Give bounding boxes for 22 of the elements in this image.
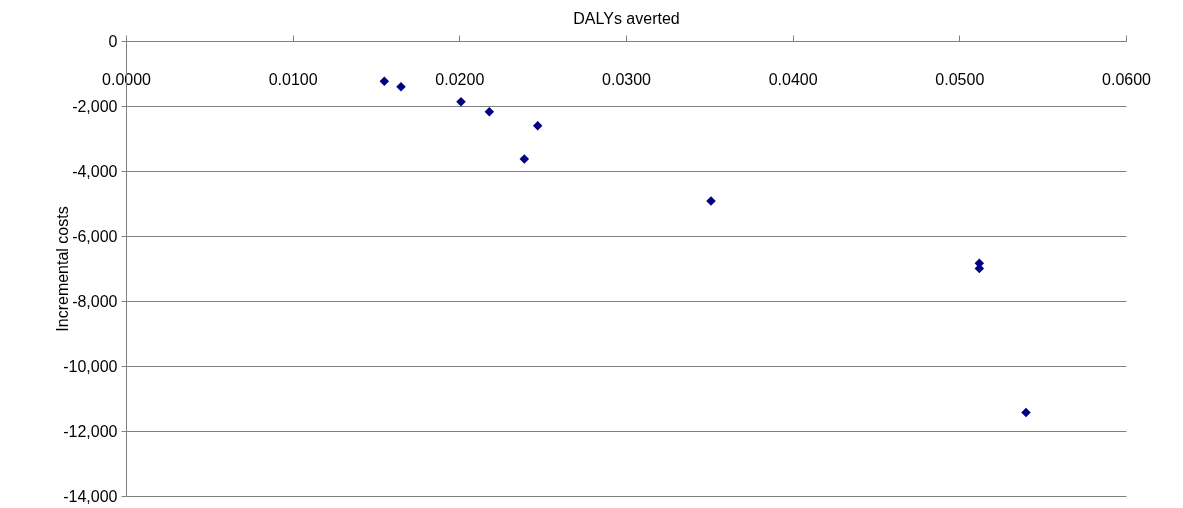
y-tick-label: -8,000 (72, 292, 118, 310)
x-tick-label: 0.0000 (102, 70, 152, 88)
point (379, 76, 390, 87)
x-tick-label: 0.0100 (268, 70, 318, 88)
x-tick-label: 0.0200 (435, 70, 485, 88)
point (532, 121, 543, 131)
y-tick-label: -2,000 (72, 97, 118, 115)
x-tick-label: 0.0600 (1102, 70, 1152, 88)
y-tick-label: -14,000 (63, 487, 118, 505)
x-tick-label: 0.0400 (768, 70, 818, 88)
y-tick-label: 0 (108, 32, 118, 50)
point (1021, 407, 1031, 418)
x-tick-label: 0.0300 (602, 70, 652, 88)
x-tick-label: 0.0500 (935, 70, 985, 88)
y-tick-label: -4,000 (72, 162, 118, 180)
y-axis-title: Incremental costs (54, 206, 72, 332)
y-tick-label: -10,000 (63, 357, 118, 375)
point (519, 154, 530, 164)
x-axis-title: DALYs averted (573, 10, 680, 27)
point (484, 107, 495, 117)
y-tick-label: -12,000 (63, 422, 118, 440)
y-tick-label: -6,000 (72, 227, 118, 245)
